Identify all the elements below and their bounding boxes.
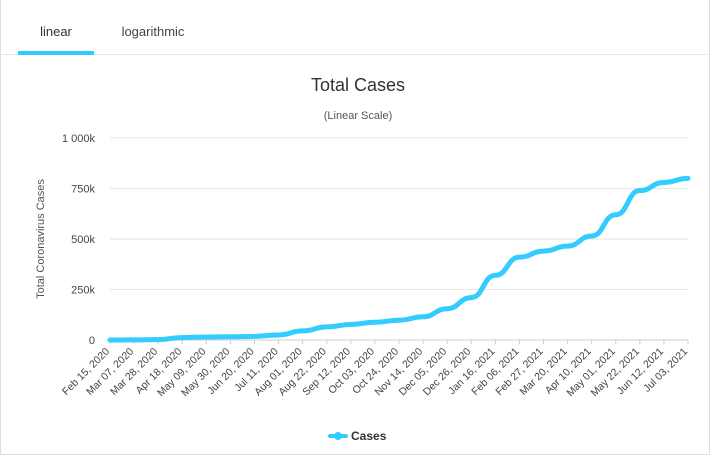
- active-tab-indicator: [18, 51, 94, 55]
- legend[interactable]: Cases: [328, 429, 387, 443]
- legend-series-marker: [334, 432, 342, 440]
- tab-linear[interactable]: linear: [40, 24, 72, 39]
- y-tick-label: 1 000k: [62, 133, 96, 145]
- legend-item-cases[interactable]: Cases: [351, 429, 387, 443]
- chart-title: Total Cases: [311, 75, 405, 95]
- tab-logarithmic[interactable]: logarithmic: [121, 24, 185, 39]
- y-tick-label: 0: [89, 335, 95, 347]
- y-tick-label: 250k: [71, 285, 95, 297]
- scale-tabs: linear logarithmic: [0, 0, 708, 55]
- y-tick-label: 500k: [71, 234, 95, 246]
- chart-subtitle: (Linear Scale): [324, 110, 392, 122]
- series-line-cases[interactable]: [107, 175, 691, 343]
- y-axis-label: Total Coronavirus Cases: [35, 179, 47, 299]
- y-tick-label: 750k: [71, 184, 95, 196]
